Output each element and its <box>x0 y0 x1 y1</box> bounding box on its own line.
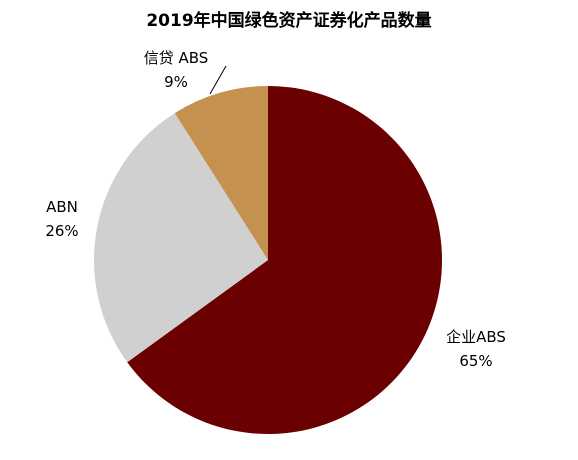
pie-slices <box>94 86 443 435</box>
chart-title: 2019年中国绿色资产证券化产品数量 <box>146 11 432 31</box>
slice-category-label: 企业ABS <box>446 328 506 346</box>
pie-slice <box>174 86 268 260</box>
slice-value-label: 65% <box>459 352 492 370</box>
slice-labels: 企业ABS 65% ABN 26% 信贷 ABS 9% <box>45 49 506 370</box>
pie-slice <box>94 113 268 363</box>
slice-category-label: 信贷 ABS <box>144 49 209 67</box>
slice-category-label: ABN <box>46 198 78 216</box>
slice-value-label: 26% <box>45 222 78 240</box>
leader-line <box>209 65 227 95</box>
slice-value-label: 9% <box>164 73 188 91</box>
pie-slice <box>127 86 443 435</box>
leader-lines <box>209 65 227 95</box>
